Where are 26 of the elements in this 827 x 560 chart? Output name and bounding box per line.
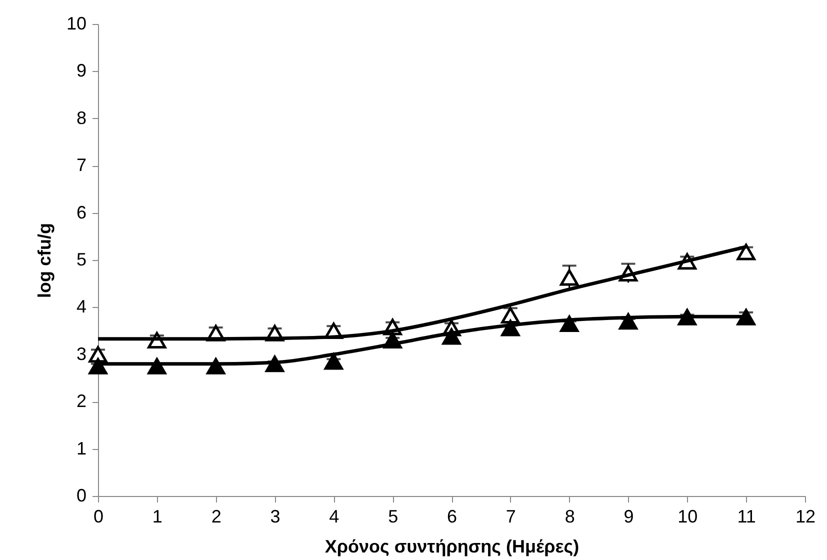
x-tick-label: 10 bbox=[678, 506, 698, 526]
y-tick-label: 5 bbox=[76, 250, 86, 270]
y-tick-label: 10 bbox=[66, 14, 86, 34]
y-tick-label: 8 bbox=[76, 108, 86, 128]
x-tick-label: 9 bbox=[624, 506, 634, 526]
x-tick-label: 4 bbox=[329, 506, 340, 526]
y-tick-label: 0 bbox=[76, 486, 86, 506]
x-tick-label: 3 bbox=[270, 506, 280, 526]
x-tick-label: 8 bbox=[564, 506, 575, 526]
y-tick-label: 1 bbox=[76, 438, 86, 458]
y-tick-label: 7 bbox=[76, 155, 86, 176]
x-tick-label: 5 bbox=[388, 506, 398, 526]
x-axis-title: Χρόνος συντήρησης (Ημέρες) bbox=[324, 536, 580, 556]
x-tick-label: 1 bbox=[152, 506, 162, 526]
x-tick-label: 6 bbox=[446, 506, 458, 526]
x-tick-label: 0 bbox=[93, 506, 104, 526]
y-tick-label: 6 bbox=[76, 202, 86, 222]
x-tick-label: 12 bbox=[795, 506, 816, 526]
y-tick-label: 9 bbox=[76, 60, 86, 81]
y-axis-title: log cfu/g bbox=[34, 223, 54, 298]
x-tick-label: 7 bbox=[506, 506, 516, 526]
y-tick-label: 2 bbox=[76, 391, 86, 412]
x-tick-label: 2 bbox=[211, 506, 222, 526]
x-tick-label: 11 bbox=[737, 506, 756, 526]
y-tick-label: 3 bbox=[76, 344, 86, 364]
y-tick-label: 4 bbox=[76, 296, 86, 317]
